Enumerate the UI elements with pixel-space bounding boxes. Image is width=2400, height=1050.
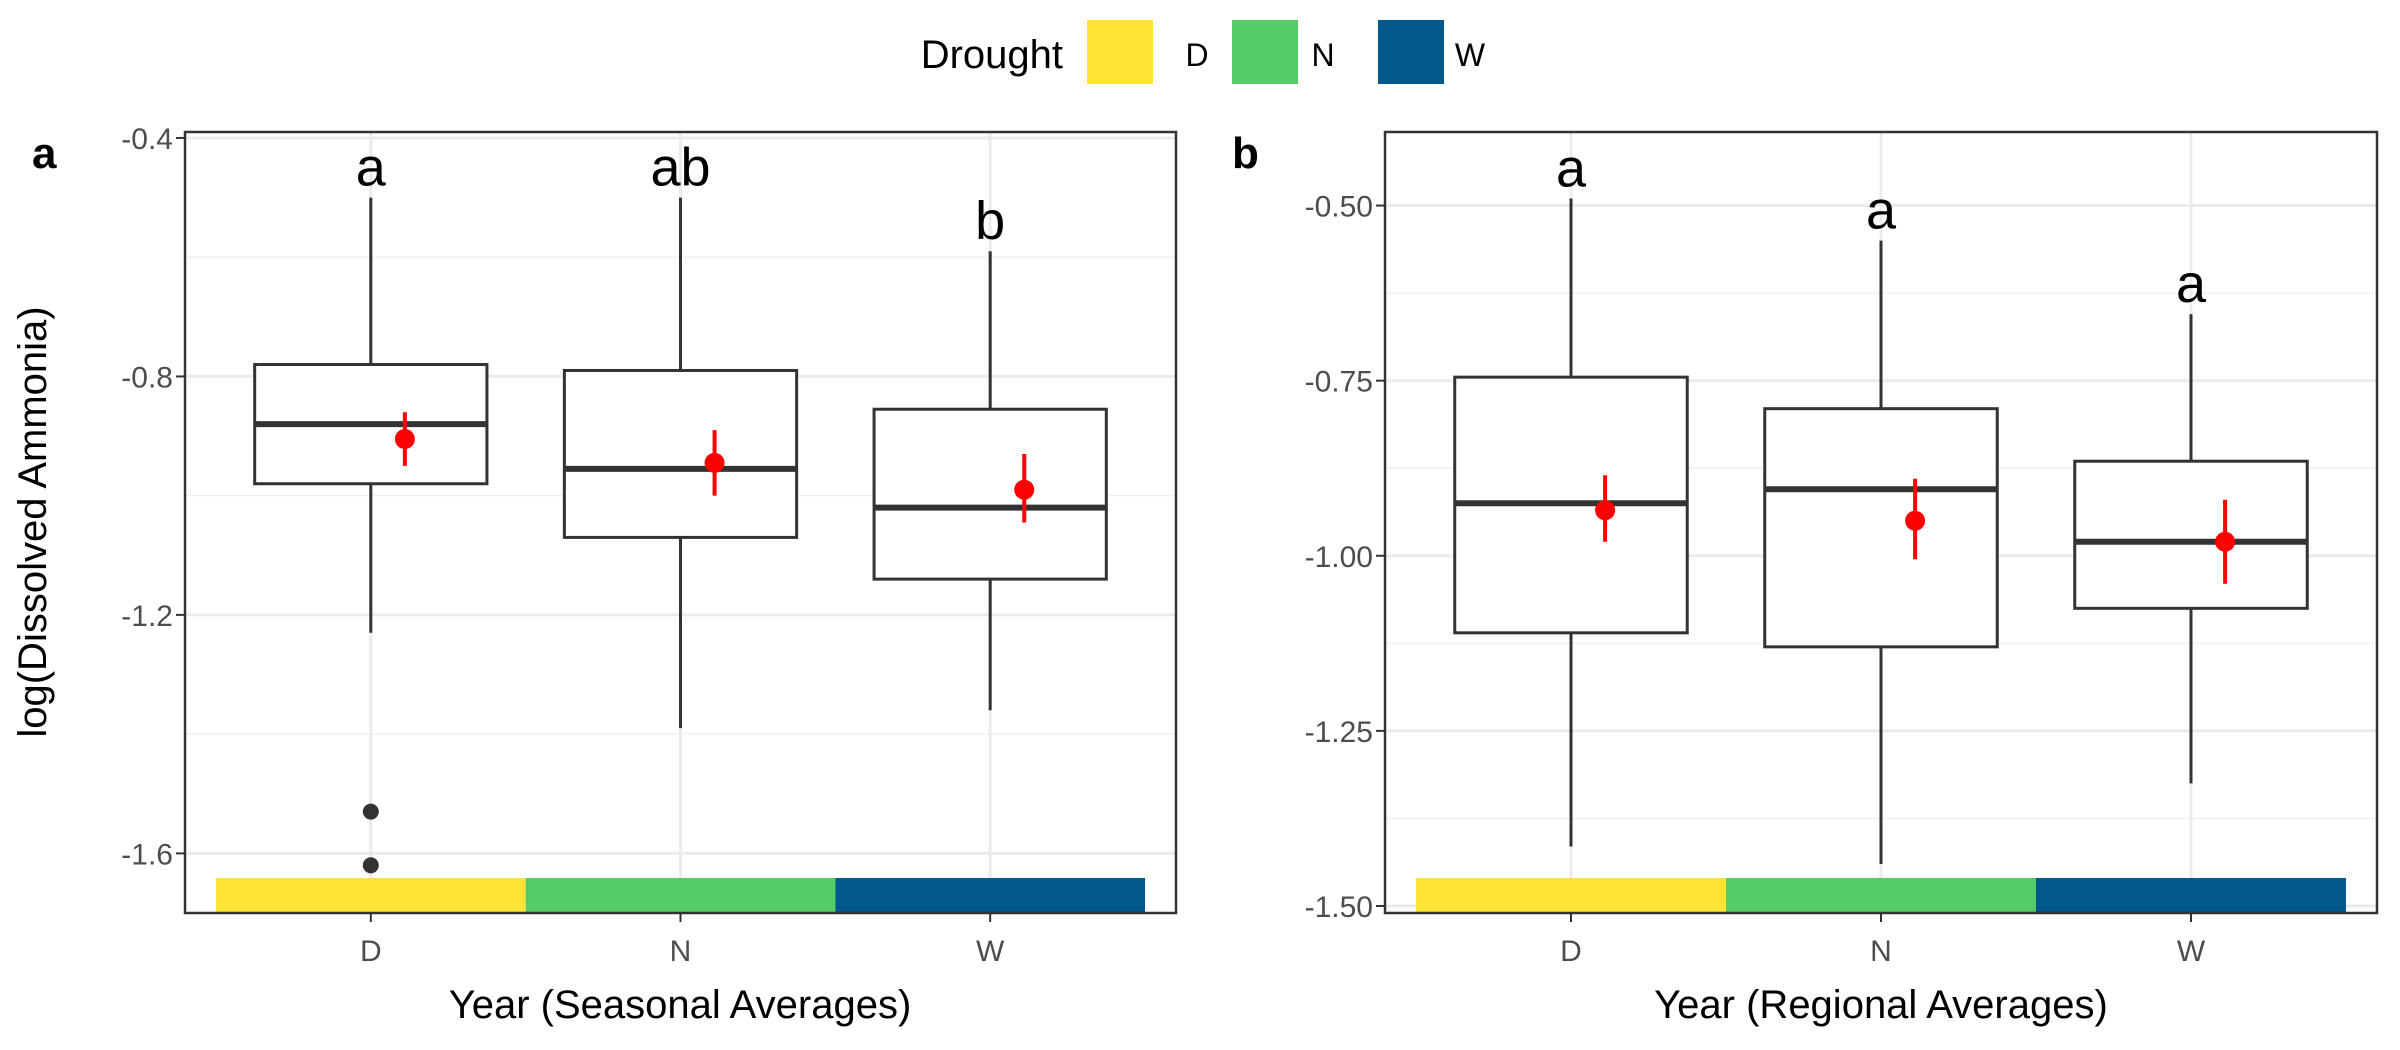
legend-title: Drought [921, 33, 1063, 77]
box-iqr [872, 407, 1108, 581]
x-tick-label: W [976, 935, 1005, 968]
strip-N [525, 878, 836, 913]
strip-N [1726, 878, 2036, 913]
strip-W [835, 878, 1146, 913]
mean-point [1905, 510, 1926, 531]
box-W: b [872, 191, 1108, 711]
significance-letter: a [1866, 181, 1897, 241]
mean-point [1595, 500, 1616, 521]
y-axis-title: log(Dissolved Ammonia) [11, 306, 55, 737]
legend-label-W: W [1455, 37, 1486, 73]
panel-tag: a [32, 129, 57, 178]
y-tick-label: -1.00 [1305, 541, 1373, 574]
panel-a: a ab b -0.4 -0.8 -1.2 -1.6 D N W Year (Seasonal Av… [11, 123, 1178, 1027]
y-tick-label: -0.8 [121, 361, 173, 394]
legend-label-N: N [1311, 37, 1334, 73]
y-tick-label: -1.6 [121, 838, 173, 871]
y-tick-label: -0.75 [1305, 366, 1373, 399]
significance-letter: a [1556, 139, 1587, 199]
panel-tag: b [1232, 129, 1259, 178]
y-tick-label: -1.2 [121, 600, 173, 633]
box-N: ab [562, 138, 799, 729]
legend-key-W [1378, 20, 1444, 84]
legend-key-D [1087, 20, 1153, 84]
mean-point [1014, 479, 1035, 500]
box-iqr [562, 368, 799, 539]
significance-letter: a [356, 138, 387, 198]
box-W: a [2073, 254, 2309, 784]
y-tick-label: -0.50 [1305, 191, 1373, 224]
mean-point [2215, 531, 2236, 552]
strip-D [215, 878, 526, 913]
strip-W [2036, 878, 2346, 913]
legend: Drought D N W [921, 20, 1486, 84]
mean-point [704, 452, 725, 473]
y-tick-label: -0.4 [121, 123, 173, 156]
panel-b: a a a -0.50 -0.75 -1.00 -1.25 -1.50 D N W Year (Reg… [1232, 129, 2379, 1027]
mean-point [394, 429, 415, 450]
box-iqr [2073, 459, 2309, 610]
strip-D [1416, 878, 1726, 913]
y-tick-label: -1.50 [1305, 891, 1373, 924]
significance-letter: ab [650, 138, 710, 198]
box-iqr [1763, 407, 1999, 649]
x-tick-label: D [360, 935, 382, 968]
box-D: a [1453, 139, 1689, 847]
x-tick-label: D [1560, 935, 1582, 968]
y-tick-label: -1.25 [1305, 716, 1373, 749]
legend-key-N [1232, 20, 1298, 84]
significance-letter: a [2176, 254, 2207, 314]
box-D: a [253, 138, 489, 874]
legend-label-D: D [1185, 37, 1208, 73]
x-tick-label: N [670, 935, 692, 968]
x-axis-title: Year (Regional Averages) [1654, 983, 2108, 1027]
significance-letter: b [975, 191, 1005, 251]
x-tick-label: W [2177, 935, 2206, 968]
outlier-point [362, 857, 379, 874]
outlier-point [362, 803, 379, 820]
x-tick-label: N [1870, 935, 1892, 968]
box-N: a [1763, 181, 1999, 864]
x-axis-title: Year (Seasonal Averages) [449, 983, 912, 1027]
